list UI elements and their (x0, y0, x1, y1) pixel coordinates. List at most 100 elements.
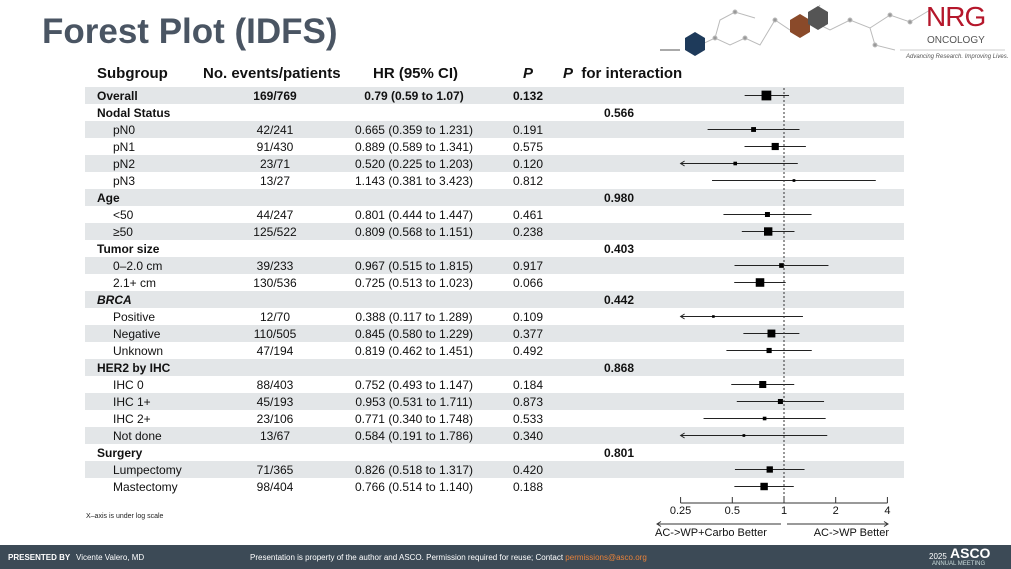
hr-cell: 0.801 (0.444 to 1.447) (354, 208, 474, 222)
hr-cell: 0.967 (0.515 to 1.815) (354, 259, 474, 273)
group-row: Surgery 0.801 (85, 444, 904, 461)
events-cell: 23/106 (256, 412, 294, 426)
events-cell: 98/404 (256, 480, 294, 494)
subgroup-label: BRCA (97, 293, 132, 307)
p-value-cell: 0.191 (512, 123, 544, 137)
hr-point (751, 127, 757, 132)
x-tick-label: 4 (884, 505, 890, 517)
page-title: Forest Plot (IDFS) (42, 12, 338, 51)
hr-point (733, 161, 738, 166)
p-interaction-cell: 0.403 (603, 242, 635, 256)
x-tick-label: 1 (781, 505, 787, 517)
hr-cell: 0.845 (0.580 to 1.229) (354, 327, 474, 341)
group-row: HER2 by IHC 0.868 (85, 359, 904, 376)
p-value-cell: 0.132 (512, 89, 544, 103)
events-cell: 125/522 (253, 225, 297, 239)
table-row: Positive 12/70 0.388 (0.117 to 1.289) 0.109 (85, 308, 904, 325)
p-interaction-cell: 0.801 (603, 446, 635, 460)
p-interaction-cell: 0.868 (603, 361, 635, 375)
subgroup-label: IHC 2+ (113, 412, 151, 426)
col-header-hr: HR (95% CI) (373, 65, 459, 82)
table-row: pN2 23/71 0.520 (0.225 to 1.203) 0.120 (85, 155, 904, 172)
subgroup-label: pN3 (113, 174, 136, 188)
events-cell: 45/193 (256, 395, 294, 409)
presented-by-label: PRESENTED BY (8, 553, 71, 562)
table-row: 2.1+ cm 130/536 0.725 (0.513 to 1.023) 0.06… (85, 274, 904, 291)
hr-cell: 0.953 (0.531 to 1.711) (355, 395, 473, 409)
table-row: 0–2.0 cm 39/233 0.967 (0.515 to 1.815) 0.91… (85, 257, 904, 274)
events-cell: 39/233 (256, 259, 294, 273)
hr-point (712, 315, 715, 318)
p-value-cell: 0.238 (512, 225, 544, 239)
group-row: Age 0.980 (85, 189, 904, 206)
subgroup-label: Surgery (97, 446, 143, 460)
hr-cell: 0.809 (0.568 to 1.151) (354, 225, 474, 239)
ci-arrow-left (679, 313, 685, 320)
events-cell: 42/241 (256, 123, 294, 137)
p-value-cell: 0.340 (512, 429, 544, 443)
subgroup-label: 2.1+ cm (113, 276, 157, 290)
copyright-notice: Presentation is property of the author a… (250, 553, 564, 562)
table-row: IHC 1+ 45/193 0.953 (0.531 to 1.711) 0.873 (85, 393, 904, 410)
p-value-cell: 0.812 (512, 174, 544, 188)
p-value-cell: 0.917 (512, 259, 544, 273)
subgroup-label: HER2 by IHC (97, 361, 171, 375)
table-row: Unknown 47/194 0.819 (0.462 to 1.451) 0.492 (85, 342, 904, 359)
events-cell: 130/536 (253, 276, 297, 290)
subgroup-label: Tumor size (97, 242, 160, 256)
table-row: pN3 13/27 1.143 (0.381 to 3.423) 0.812 (85, 172, 904, 189)
p-value-cell: 0.873 (512, 395, 544, 409)
hr-point (742, 434, 746, 437)
nrg-logo-sub: ONCOLOGY (927, 35, 985, 46)
p-value-cell: 0.109 (512, 310, 544, 324)
subgroup-label: ≥50 (113, 225, 133, 239)
p-value-cell: 0.120 (512, 157, 544, 171)
p-interaction-cell: 0.566 (603, 106, 635, 120)
table-row: IHC 0 88/403 0.752 (0.493 to 1.147) 0.184 (85, 376, 904, 393)
hr-point (755, 278, 765, 287)
footer: PRESENTED BY Vicente Valero, MD Presenta… (0, 545, 1011, 569)
subgroup-label: Overall (97, 89, 138, 103)
subgroup-label: Age (97, 191, 120, 205)
table-row: Mastectomy 98/404 0.766 (0.514 to 1.140) 0.… (85, 478, 904, 495)
table-row: Not done 13/67 0.584 (0.191 to 1.786) 0.340 (85, 427, 904, 444)
subgroup-label: Lumpectomy (113, 463, 182, 477)
hr-point (777, 398, 783, 405)
subgroup-label: pN2 (113, 157, 136, 171)
hr-cell: 1.143 (0.381 to 3.423) (354, 174, 474, 188)
x-tick-label: 0.25 (670, 505, 691, 517)
presenter-name: Vicente Valero, MD (76, 553, 145, 562)
hr-point (792, 179, 796, 182)
table-row: pN1 91/430 0.889 (0.589 to 1.341) 0.575 (85, 138, 904, 155)
x-tick-label: 0.5 (725, 505, 740, 517)
col-header-p: P (523, 65, 534, 82)
events-cell: 88/403 (256, 378, 294, 392)
subgroup-label: Nodal Status (97, 106, 171, 120)
hr-point (759, 380, 767, 389)
hr-point (766, 466, 773, 473)
events-cell: 169/769 (253, 89, 297, 103)
group-row: BRCA 0.442 (85, 291, 904, 308)
hr-cell: 0.520 (0.225 to 1.203) (354, 157, 474, 171)
hr-cell: 0.752 (0.493 to 1.147) (354, 378, 474, 392)
hr-point (779, 263, 784, 268)
subgroup-label: pN1 (113, 140, 136, 154)
table-row: ≥50 125/522 0.809 (0.568 to 1.151) 0.238 (85, 223, 904, 240)
table-row: Negative 110/505 0.845 (0.580 to 1.229) 0.3… (85, 325, 904, 342)
events-cell: 47/194 (256, 344, 294, 358)
group-row: Tumor size 0.403 (85, 240, 904, 257)
hr-cell: 0.889 (0.589 to 1.341) (354, 140, 474, 154)
p-interaction-label: for interaction (581, 65, 683, 82)
permissions-email-link[interactable]: permissions@asco.org (565, 553, 647, 562)
annual-meeting-label: ANNUAL MEETING (932, 561, 986, 567)
hr-cell: 0.388 (0.117 to 1.289) (355, 310, 473, 324)
col-header-p-interaction: P for interaction (563, 65, 682, 82)
subgroup-label: pN0 (113, 123, 136, 137)
molecule-graphic (660, 4, 1005, 56)
subgroup-label: IHC 0 (113, 378, 144, 392)
table-row: pN0 42/241 0.665 (0.359 to 1.231) 0.191 (85, 121, 904, 138)
subgroup-label: Positive (113, 310, 156, 324)
hr-cell: 0.584 (0.191 to 1.786) (354, 429, 474, 443)
copyright-line: Presentation is property of the author a… (250, 553, 647, 562)
x-tick-label: 2 (833, 505, 839, 517)
